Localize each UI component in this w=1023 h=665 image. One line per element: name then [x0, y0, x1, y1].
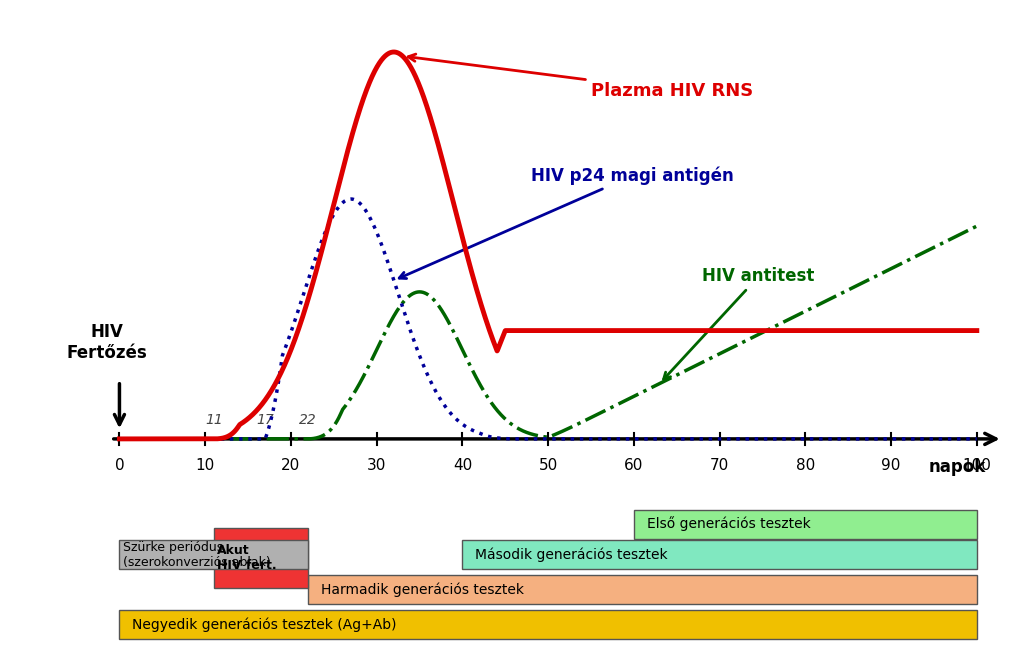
- Text: 100: 100: [963, 458, 991, 473]
- Text: Első generációs tesztek: Első generációs tesztek: [647, 517, 810, 531]
- Text: 10: 10: [195, 458, 215, 473]
- Text: HIV antitest: HIV antitest: [664, 267, 815, 379]
- Bar: [120, 541, 308, 569]
- Text: 40: 40: [453, 458, 472, 473]
- Text: 17: 17: [257, 413, 274, 428]
- Text: Harmadik generációs tesztek: Harmadik generációs tesztek: [321, 583, 524, 597]
- Text: Szürke periódus
(szerokonverziós ablak): Szürke periódus (szerokonverziós ablak): [123, 541, 271, 569]
- Text: 60: 60: [624, 458, 643, 473]
- Text: 80: 80: [796, 458, 815, 473]
- Text: Akut
HIV fert.: Akut HIV fert.: [217, 544, 277, 572]
- Text: 20: 20: [281, 458, 301, 473]
- Bar: [634, 509, 977, 539]
- Bar: [120, 610, 977, 639]
- Text: Második generációs tesztek: Második generációs tesztek: [476, 548, 668, 562]
- Text: HIV
Fertőzés: HIV Fertőzés: [66, 323, 147, 362]
- Bar: [214, 528, 308, 588]
- Text: 70: 70: [710, 458, 729, 473]
- Text: 30: 30: [367, 458, 387, 473]
- Text: 90: 90: [882, 458, 901, 473]
- Text: 50: 50: [538, 458, 558, 473]
- Bar: [308, 575, 977, 604]
- Text: Negyedik generációs tesztek (Ag+Ab): Negyedik generációs tesztek (Ag+Ab): [132, 617, 397, 632]
- Text: 22: 22: [299, 413, 317, 428]
- Text: Plazma HIV RNS: Plazma HIV RNS: [408, 54, 753, 100]
- Bar: [462, 541, 977, 569]
- Text: napok: napok: [928, 458, 985, 476]
- Text: 0: 0: [115, 458, 124, 473]
- Text: HIV p24 magi antigén: HIV p24 magi antigén: [399, 166, 733, 279]
- Text: 11: 11: [205, 413, 223, 428]
